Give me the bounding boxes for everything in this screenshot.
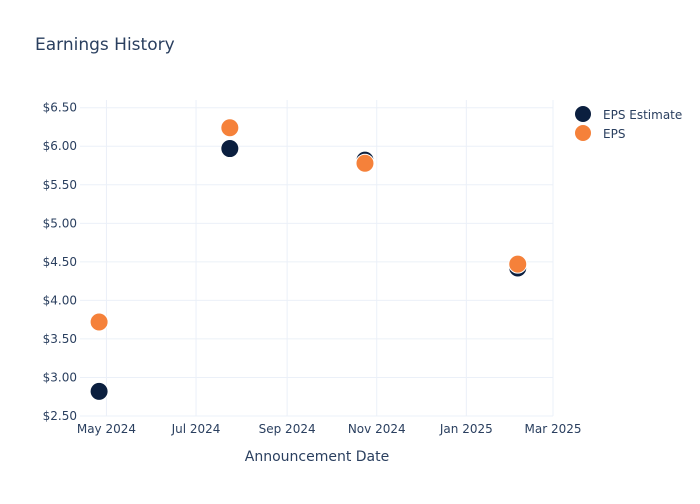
x-tick-label: Mar 2025 xyxy=(525,422,582,436)
y-tick-label: $6.00 xyxy=(43,139,77,153)
y-tick-label: $3.00 xyxy=(43,370,77,384)
legend-label-eps: EPS xyxy=(603,127,625,141)
x-tick-label: Nov 2024 xyxy=(348,422,406,436)
y-tick-label: $4.00 xyxy=(43,293,77,307)
x-tick-label: Sep 2024 xyxy=(259,422,316,436)
x-tick-label: Jan 2025 xyxy=(439,422,493,436)
point-eps-estimate[interactable] xyxy=(89,381,109,401)
data-points xyxy=(89,118,528,401)
y-tick-label: $5.00 xyxy=(43,216,77,230)
legend-item-eps[interactable]: EPS xyxy=(575,125,625,141)
point-eps[interactable] xyxy=(508,254,528,274)
x-tick-label: Jul 2024 xyxy=(171,422,221,436)
y-tick-label: $2.50 xyxy=(43,409,77,423)
legend-marker-eps xyxy=(575,125,591,141)
x-axis-label: Announcement Date xyxy=(245,449,389,465)
chart-title: Earnings History xyxy=(35,35,175,55)
legend-label-eps-estimate: EPS Estimate xyxy=(603,108,682,122)
legend-item-eps-estimate[interactable]: EPS Estimate xyxy=(575,106,682,122)
point-eps-estimate[interactable] xyxy=(220,139,240,159)
legend[interactable]: EPS Estimate EPS xyxy=(575,106,682,141)
y-tick-label: $3.50 xyxy=(43,332,77,346)
y-tick-label: $4.50 xyxy=(43,255,77,269)
x-axis-ticks: May 2024 Jul 2024 Sep 2024 Nov 2024 Jan 2025… xyxy=(77,422,582,436)
grid-lines xyxy=(80,100,554,417)
point-eps[interactable] xyxy=(220,118,240,138)
y-axis-ticks: $2.50 $3.00 $3.50 $4.00 $4.50 $5.00 $5.50 $6.00… xyxy=(43,101,77,423)
x-tick-label: May 2024 xyxy=(77,422,136,436)
legend-marker-eps-estimate xyxy=(575,106,591,122)
y-tick-label: $5.50 xyxy=(43,178,77,192)
point-eps[interactable] xyxy=(355,153,375,173)
y-tick-label: $6.50 xyxy=(43,101,77,115)
point-eps[interactable] xyxy=(89,312,109,332)
